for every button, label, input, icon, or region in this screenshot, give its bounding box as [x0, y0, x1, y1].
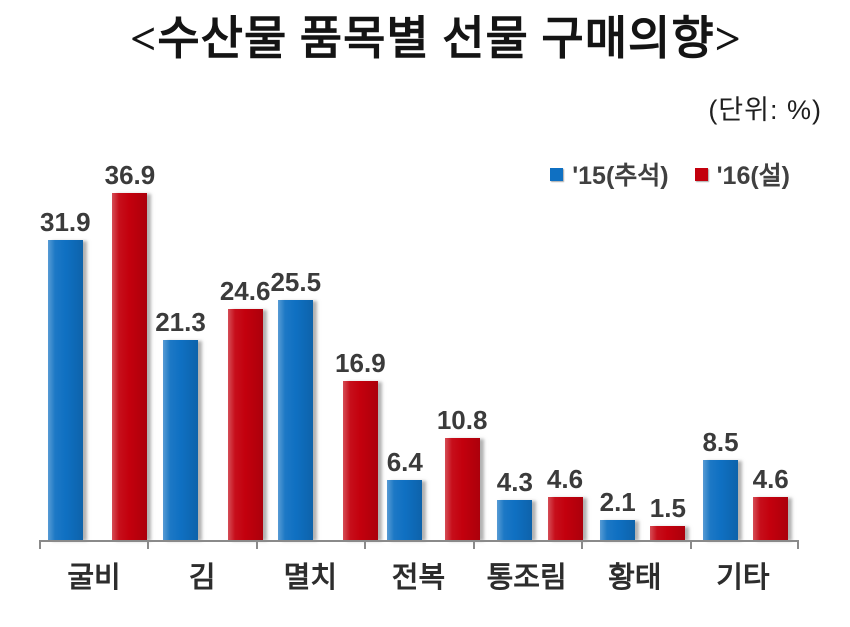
x-axis-label-7: 기타 — [716, 562, 770, 594]
legend-item: '15(추석) — [550, 156, 669, 192]
bar-item: 4.6 — [752, 463, 789, 540]
bar-group-4: 6.4 10.8 — [386, 140, 489, 540]
bar-item: 24.6 — [219, 275, 271, 540]
x-axis-label-3: 멸치 — [283, 562, 338, 594]
bar-item: 4.6 — [546, 463, 584, 540]
bar-item: 4.3 — [496, 466, 533, 540]
axis-tick — [364, 540, 367, 549]
axis-tick — [472, 540, 475, 549]
bar-item: 16.9 — [335, 347, 386, 540]
x-axis-label-6: 황태 — [608, 562, 662, 594]
bar-groups: 31.9 36.9 21.3 24.6 25.5 16.9 6.4 10.8 4.3 4.6 2.1… — [40, 140, 797, 540]
bar-blue-2 — [163, 340, 199, 540]
bar-blue-1 — [47, 240, 83, 540]
bar-item: 6.4 — [386, 446, 423, 540]
bar-group-5: 4.3 4.6 — [489, 140, 592, 540]
axis-tick — [255, 540, 258, 549]
bar-value-label: 8.5 — [702, 426, 739, 457]
bar-item: 21.3 — [155, 306, 206, 540]
bar-value-label: 21.3 — [155, 306, 206, 337]
legend-swatch-icon — [550, 167, 564, 181]
bar-item: 31.9 — [40, 206, 91, 540]
bar-value-label: 2.1 — [599, 486, 636, 517]
bar-red-7 — [753, 497, 789, 540]
x-axis-label-4: 전복 — [391, 562, 446, 594]
chart-title: <수산물 품목별 선물 구매의향> — [130, 13, 742, 64]
bar-value-label: 4.6 — [752, 463, 789, 494]
bar-red-4 — [444, 438, 480, 540]
bar-value-label: 16.9 — [335, 347, 386, 378]
bar-value-label: 1.5 — [649, 492, 686, 523]
legend-label: '16(설) — [716, 162, 790, 190]
bar-blue-4 — [387, 480, 423, 540]
bar-item: 2.1 — [599, 486, 636, 540]
axis-tick — [39, 540, 41, 549]
bar-red-1 — [112, 193, 148, 540]
bar-blue-7 — [703, 460, 739, 540]
x-axis-label-5: 통조림 — [486, 562, 567, 594]
bar-value-label: 10.8 — [436, 404, 488, 435]
bar-value-label: 4.3 — [496, 466, 533, 497]
x-axis-line — [39, 540, 799, 549]
bar-red-3 — [342, 381, 378, 540]
bar-value-label: 6.4 — [386, 446, 423, 477]
axis-tick — [797, 540, 799, 549]
bar-red-2 — [227, 309, 263, 540]
bar-group-2: 21.3 24.6 — [155, 140, 270, 540]
legend-item: '16(설) — [694, 156, 790, 192]
axis-tick — [581, 540, 584, 549]
bar-value-label: 25.5 — [270, 266, 322, 297]
x-axis-label-2: 김 — [188, 562, 216, 594]
unit-label: (단위: %) — [708, 95, 822, 125]
bar-item: 8.5 — [702, 426, 739, 540]
legend-swatch-icon — [694, 167, 708, 181]
bar-value-label: 4.6 — [546, 463, 584, 494]
bar-group-6: 2.1 1.5 — [591, 140, 694, 540]
bar-blue-3 — [278, 300, 314, 540]
axis-tick — [147, 540, 150, 549]
bar-item: 25.5 — [270, 266, 322, 540]
x-axis-labels: 굴비 김 멸치 전복 통조림 황태 기타 — [40, 554, 797, 596]
bar-item: 36.9 — [104, 159, 156, 540]
bar-blue-6 — [600, 520, 636, 540]
plot-area: 31.9 36.9 21.3 24.6 25.5 16.9 6.4 10.8 4.3 4.6 2.1… — [40, 140, 797, 540]
bar-red-5 — [547, 497, 583, 540]
bar-value-label: 24.6 — [219, 275, 271, 306]
bar-blue-5 — [497, 500, 533, 540]
bar-red-6 — [650, 526, 686, 540]
legend-label: '15(추석) — [572, 162, 669, 190]
bar-group-1: 31.9 36.9 — [40, 140, 155, 540]
x-axis-label-1: 굴비 — [67, 562, 121, 594]
bar-value-label: 36.9 — [104, 159, 156, 190]
axis-tick — [689, 540, 692, 549]
bar-item: 1.5 — [649, 492, 686, 540]
bar-item: 10.8 — [436, 404, 488, 540]
bar-group-7: 8.5 4.6 — [694, 140, 797, 540]
bar-value-label: 31.9 — [40, 206, 91, 237]
bar-group-3: 25.5 16.9 — [270, 140, 386, 540]
legend: '15(추석) '16(설) — [550, 156, 790, 192]
